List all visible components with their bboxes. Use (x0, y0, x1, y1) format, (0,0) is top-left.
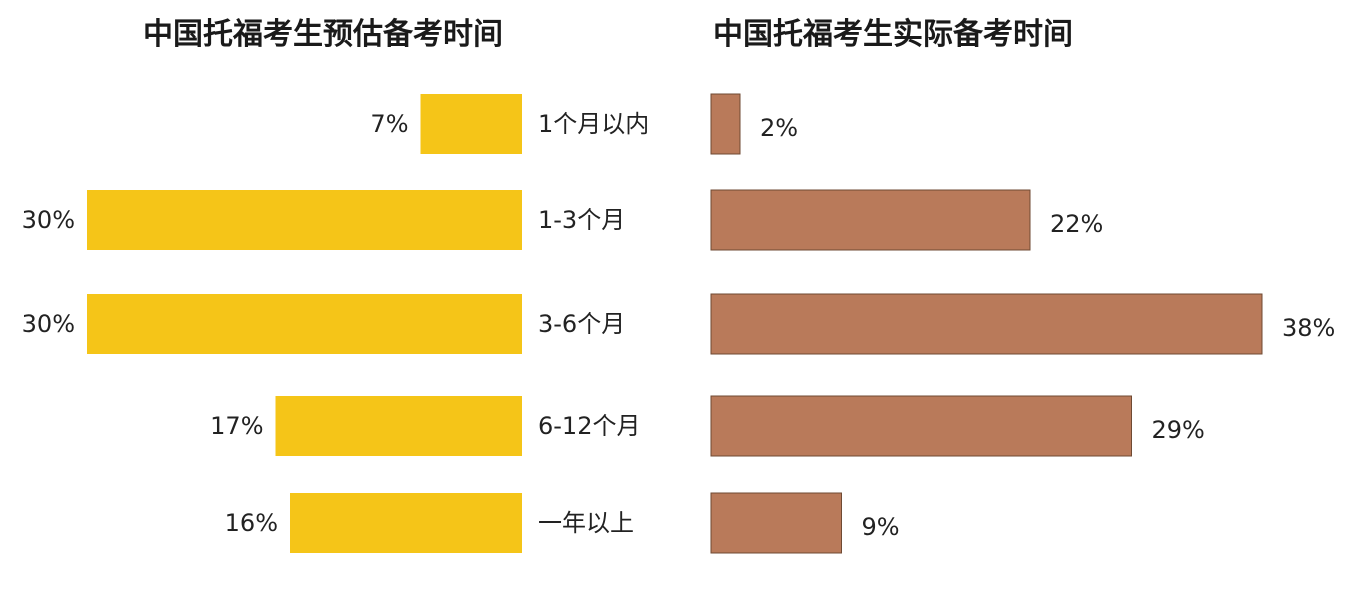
left-value-label-4: 17% (210, 412, 263, 440)
left-bar-group: 7% 1个月以内 30% 1-3个月 30% 3-6个月 17% 6-12个月 16% 一年以上 (22, 94, 649, 553)
category-label-1: 1个月以内 (538, 110, 649, 138)
left-value-label-3: 30% (22, 310, 75, 338)
category-label-2: 1-3个月 (538, 206, 625, 234)
right-value-label-1: 2% (760, 114, 798, 142)
left-value-label-5: 16% (225, 509, 278, 537)
right-value-label-5: 9% (862, 513, 900, 541)
right-bar-3 (710, 293, 1263, 355)
right-chart-title: 中国托福考生实际备考时间 (713, 17, 1073, 52)
right-bar-5 (710, 492, 842, 554)
left-bar-5 (290, 493, 522, 553)
right-bar-1 (710, 93, 741, 155)
right-bar-group: 2% 22% 38% 29% 9% (710, 93, 1335, 554)
category-label-3: 3-6个月 (538, 310, 625, 338)
left-value-label-1: 7% (370, 110, 408, 138)
category-label-4: 6-12个月 (538, 412, 640, 440)
left-bar-4 (275, 396, 522, 456)
right-bar-4 (710, 395, 1132, 457)
right-value-label-3: 38% (1282, 314, 1335, 342)
right-value-label-2: 22% (1050, 210, 1103, 238)
right-value-label-4: 29% (1152, 416, 1205, 444)
left-bar-1 (420, 94, 522, 154)
right-bar-2 (710, 189, 1031, 251)
left-chart-title: 中国托福考生预估备考时间 (143, 17, 503, 52)
category-label-5: 一年以上 (538, 509, 634, 537)
left-bar-2 (87, 190, 522, 250)
left-value-label-2: 30% (22, 206, 75, 234)
left-bar-3 (87, 294, 522, 354)
